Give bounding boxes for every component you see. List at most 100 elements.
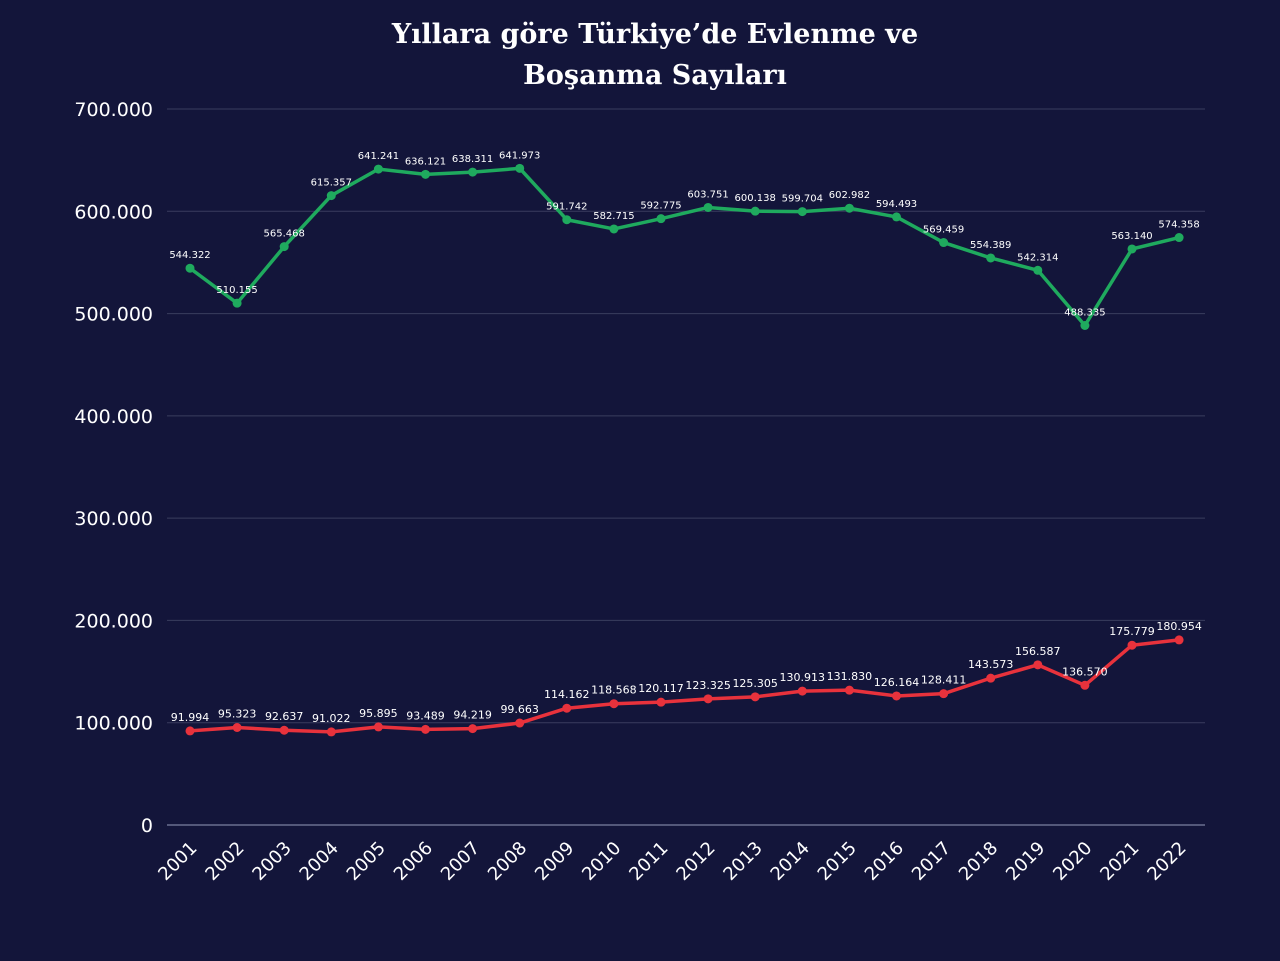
data-point	[1033, 660, 1043, 670]
x-tick-label: 2015	[814, 838, 861, 885]
data-point	[1174, 635, 1184, 645]
data-point	[468, 724, 478, 734]
data-label: 602.982	[829, 190, 870, 201]
data-point	[1127, 244, 1137, 254]
data-point	[939, 689, 949, 699]
x-tick-label: 2014	[767, 838, 814, 885]
data-label: 582.715	[593, 211, 634, 222]
data-label: 615.357	[311, 178, 352, 189]
data-point	[703, 694, 713, 704]
data-label: 118.568	[591, 684, 637, 697]
data-point	[656, 697, 666, 707]
y-tick-label: 0	[141, 815, 153, 837]
data-label: 591.742	[546, 202, 587, 213]
data-point	[797, 686, 807, 696]
x-tick-label: 2010	[578, 838, 625, 885]
data-label: 565.468	[264, 229, 305, 240]
series-line-1	[189, 638, 1180, 734]
x-tick-label: 2007	[437, 838, 484, 885]
data-point	[232, 722, 242, 732]
data-point	[892, 691, 901, 701]
data-point	[185, 726, 195, 736]
y-axis: 0 100.000 200.000 300.000 400.000 500.000 600.…	[74, 99, 153, 837]
x-tick-label: 2019	[1002, 838, 1049, 885]
data-label: 594.493	[876, 199, 917, 210]
data-label: 563.140	[1111, 231, 1152, 242]
data-label: 569.459	[923, 225, 964, 236]
data-label: 91.994	[171, 711, 210, 724]
data-label: 175.779	[1109, 625, 1155, 638]
series-line-0	[188, 166, 1180, 328]
data-label: 180.954	[1156, 620, 1202, 633]
chart-title: Yıllara göre Türkiye’de Evlenme ve Boşan…	[0, 14, 1280, 96]
data-label: 130.913	[780, 671, 826, 684]
data-point	[703, 202, 713, 212]
data-label: 92.637	[265, 710, 304, 723]
y-tick-label: 200.000	[74, 610, 153, 632]
chart-title-line-2: Boşanma Sayıları	[523, 60, 787, 91]
x-tick-label: 2013	[719, 838, 766, 885]
x-axis: 2001 2002 2003 2004 2005 2006 2007 2008 2009 2010…	[154, 838, 1190, 885]
data-point	[515, 163, 525, 173]
data-label: 114.162	[544, 688, 590, 701]
data-point	[562, 703, 572, 713]
data-label: 128.411	[921, 674, 967, 687]
data-label: 131.830	[827, 670, 873, 683]
x-tick-label: 2016	[861, 838, 908, 885]
data-label: 636.121	[405, 156, 446, 167]
data-label: 99.663	[500, 703, 539, 716]
data-point	[844, 203, 854, 213]
data-point	[515, 718, 525, 728]
data-label: 603.751	[687, 189, 728, 200]
x-tick-label: 2008	[484, 838, 531, 885]
data-point	[373, 164, 383, 174]
data-point	[986, 673, 996, 683]
data-label: 554.389	[970, 240, 1011, 251]
data-label: 599.704	[782, 194, 823, 205]
data-point	[797, 207, 807, 217]
data-label: 93.489	[406, 709, 445, 722]
data-label: 95.323	[218, 707, 257, 720]
data-point	[844, 685, 854, 695]
data-label: 94.219	[453, 709, 492, 722]
x-tick-label: 2004	[296, 838, 343, 885]
data-point	[279, 725, 289, 735]
x-tick-label: 2011	[625, 838, 672, 885]
data-label: 488.335	[1064, 308, 1105, 319]
data-point	[326, 191, 336, 201]
data-point	[1174, 233, 1184, 243]
data-label: 600.138	[735, 193, 776, 204]
data-label: 143.573	[968, 658, 1014, 671]
y-tick-label: 600.000	[74, 201, 153, 223]
data-point	[468, 167, 478, 177]
data-point	[750, 206, 760, 216]
data-point	[421, 169, 430, 179]
x-tick-label: 2001	[154, 838, 201, 885]
y-tick-label: 100.000	[74, 713, 153, 735]
x-tick-label: 2005	[343, 838, 390, 885]
data-point	[185, 263, 195, 273]
data-point	[1127, 640, 1137, 650]
data-label: 136.570	[1062, 665, 1108, 678]
data-point	[1080, 680, 1090, 690]
data-label: 641.241	[358, 151, 399, 162]
x-tick-label: 2020	[1049, 838, 1096, 885]
data-point	[750, 692, 760, 702]
x-tick-label: 2009	[531, 838, 578, 885]
data-point	[421, 724, 430, 734]
x-tick-label: 2021	[1096, 838, 1143, 885]
x-tick-label: 2012	[672, 838, 719, 885]
data-label: 510.155	[216, 285, 257, 296]
data-point	[232, 298, 242, 308]
data-point	[892, 212, 901, 222]
data-point	[562, 215, 572, 225]
y-tick-label: 500.000	[74, 304, 153, 326]
y-tick-label: 400.000	[74, 406, 153, 428]
y-tick-label: 300.000	[74, 508, 153, 530]
data-label: 641.973	[499, 150, 540, 161]
y-tick-label: 700.000	[74, 99, 153, 121]
x-tick-label: 2018	[955, 838, 1002, 885]
data-label: 542.314	[1017, 252, 1058, 263]
data-point	[609, 699, 619, 709]
